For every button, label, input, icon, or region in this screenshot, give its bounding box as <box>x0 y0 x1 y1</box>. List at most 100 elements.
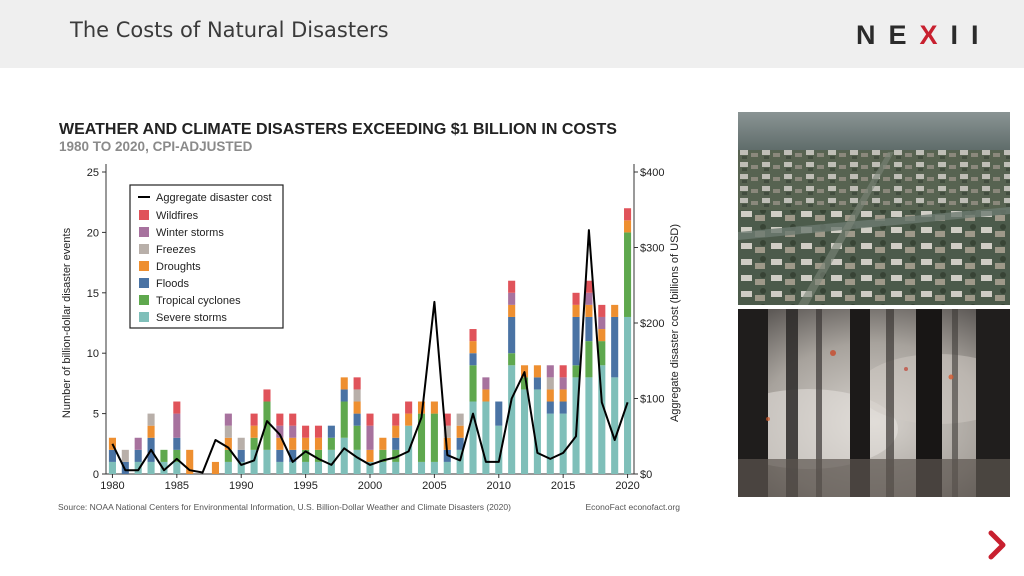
bar-droughts-2013 <box>533 365 541 378</box>
bar-tropical-cyclones-1995 <box>302 449 310 462</box>
bar-wildfires-2020 <box>624 208 632 221</box>
bar-tropical-cyclones-1999 <box>353 425 361 450</box>
x-tick-label: 2015 <box>551 480 575 492</box>
bar-floods-2017 <box>585 316 593 342</box>
slide-header: The Costs of Natural Disasters NEXII <box>0 0 1024 68</box>
x-tick-label: 1985 <box>165 480 189 492</box>
bar-tropical-cyclones-2011 <box>508 353 516 366</box>
bar-tropical-cyclones-2004 <box>417 413 426 462</box>
legend-label: Wildfires <box>156 210 199 222</box>
bar-droughts-2019 <box>611 304 619 317</box>
bar-severe-storms-1993 <box>276 461 284 474</box>
bar-winter-storms-1985 <box>173 413 181 438</box>
bar-tropical-cyclones-1992 <box>263 401 271 450</box>
bar-freezes-1981 <box>121 449 129 462</box>
bar-wildfires-1992 <box>263 389 271 402</box>
bar-droughts-1989 <box>224 437 232 450</box>
bar-wildfires-1985 <box>173 401 181 414</box>
bar-severe-storms-2020 <box>624 316 632 474</box>
bar-severe-storms-2014 <box>546 413 554 474</box>
x-tick-label: 2005 <box>422 480 446 492</box>
legend-swatch-floods <box>139 278 149 288</box>
bar-floods-1998 <box>340 389 348 402</box>
bar-freezes-1983 <box>147 413 155 426</box>
bar-severe-storms-1990 <box>237 461 245 474</box>
bar-severe-storms-2000 <box>366 461 374 474</box>
bar-winter-storms-2017 <box>585 292 593 305</box>
bar-wildfires-2003 <box>405 401 413 414</box>
bar-tropical-cyclones-1985 <box>173 449 181 462</box>
bar-severe-storms-1995 <box>302 461 310 474</box>
bar-floods-2007 <box>456 437 464 450</box>
y-tick-label: 0 <box>93 469 99 481</box>
bar-winter-storms-2000 <box>366 425 374 450</box>
bar-winter-storms-1982 <box>134 437 142 450</box>
y-tick-label: 15 <box>87 288 99 300</box>
bar-floods-1990 <box>237 449 245 462</box>
bar-severe-storms-1991 <box>250 449 258 474</box>
bar-winter-storms-2014 <box>546 365 554 378</box>
bar-severe-storms-2001 <box>379 461 387 474</box>
bar-severe-storms-1997 <box>327 449 335 474</box>
bar-severe-storms-1985 <box>173 461 181 474</box>
y2-tick-label: $400 <box>640 167 664 179</box>
bar-droughts-2003 <box>405 413 413 426</box>
bar-droughts-1986 <box>186 449 194 474</box>
bar-severe-storms-2018 <box>598 365 606 474</box>
bar-droughts-1988 <box>211 461 220 474</box>
bar-severe-storms-1980 <box>108 461 116 474</box>
legend-swatch-tropical-cyclones <box>139 295 149 305</box>
bar-tropical-cyclones-2005 <box>430 413 438 462</box>
disaster-cost-chart: WEATHER AND CLIMATE DISASTERS EXCEEDING … <box>58 121 681 512</box>
bar-floods-1993 <box>276 449 284 462</box>
bar-floods-2008 <box>469 353 477 366</box>
bar-tropical-cyclones-2001 <box>379 449 387 462</box>
bar-droughts-2015 <box>559 389 567 402</box>
bar-droughts-2002 <box>392 425 400 438</box>
chevron-right-icon[interactable] <box>986 530 1008 560</box>
legend-swatch-droughts <box>139 261 149 271</box>
bar-tropical-cyclones-2017 <box>585 341 593 378</box>
bar-severe-storms-2013 <box>533 389 541 474</box>
bar-wildfires-2008 <box>469 329 477 342</box>
bar-droughts-2018 <box>598 329 606 342</box>
bar-severe-storms-1984 <box>160 461 168 474</box>
forest-fire-photo <box>738 309 1010 497</box>
bar-droughts-1994 <box>289 437 297 450</box>
bar-floods-2002 <box>392 437 400 450</box>
bar-droughts-1983 <box>147 425 155 438</box>
legend-label: Aggregate disaster cost <box>156 192 272 204</box>
bar-severe-storms-2006 <box>443 461 451 474</box>
bar-wildfires-2011 <box>508 280 516 293</box>
bar-floods-1994 <box>289 449 297 462</box>
bar-severe-storms-2012 <box>520 389 529 474</box>
chart-title: WEATHER AND CLIMATE DISASTERS EXCEEDING … <box>59 121 617 138</box>
aggregate-cost-line <box>111 229 629 474</box>
bar-severe-storms-1994 <box>289 461 297 474</box>
bar-floods-1985 <box>173 437 181 450</box>
bar-tropical-cyclones-1996 <box>314 449 323 462</box>
bar-floods-2019 <box>611 316 619 378</box>
bar-severe-storms-1998 <box>340 437 348 474</box>
x-tick-label: 1980 <box>100 480 124 492</box>
bar-freezes-2014 <box>546 377 554 390</box>
y-tick-label: 25 <box>87 167 99 179</box>
x-tick-label: 1995 <box>293 480 317 492</box>
bar-droughts-1999 <box>353 401 361 414</box>
legend-swatch-severe-storms <box>139 312 149 322</box>
chart-subtitle: 1980 TO 2020, CPI-ADJUSTED <box>59 139 253 154</box>
bar-floods-2011 <box>508 316 516 354</box>
bar-winter-storms-1994 <box>289 425 297 438</box>
bar-floods-1980 <box>108 449 116 462</box>
bar-droughts-2016 <box>572 304 580 317</box>
bar-wildfires-2000 <box>366 413 374 426</box>
bar-severe-storms-1982 <box>134 461 142 474</box>
bar-tropical-cyclones-1989 <box>224 449 232 462</box>
chart-source: Source: NOAA National Centers for Enviro… <box>58 502 511 512</box>
bar-droughts-2004 <box>417 401 426 414</box>
bar-floods-2013 <box>533 377 541 390</box>
bar-wildfires-2017 <box>585 280 593 293</box>
y2-tick-label: $200 <box>640 318 664 330</box>
bar-freezes-2007 <box>456 413 464 426</box>
bar-droughts-2009 <box>482 389 490 402</box>
